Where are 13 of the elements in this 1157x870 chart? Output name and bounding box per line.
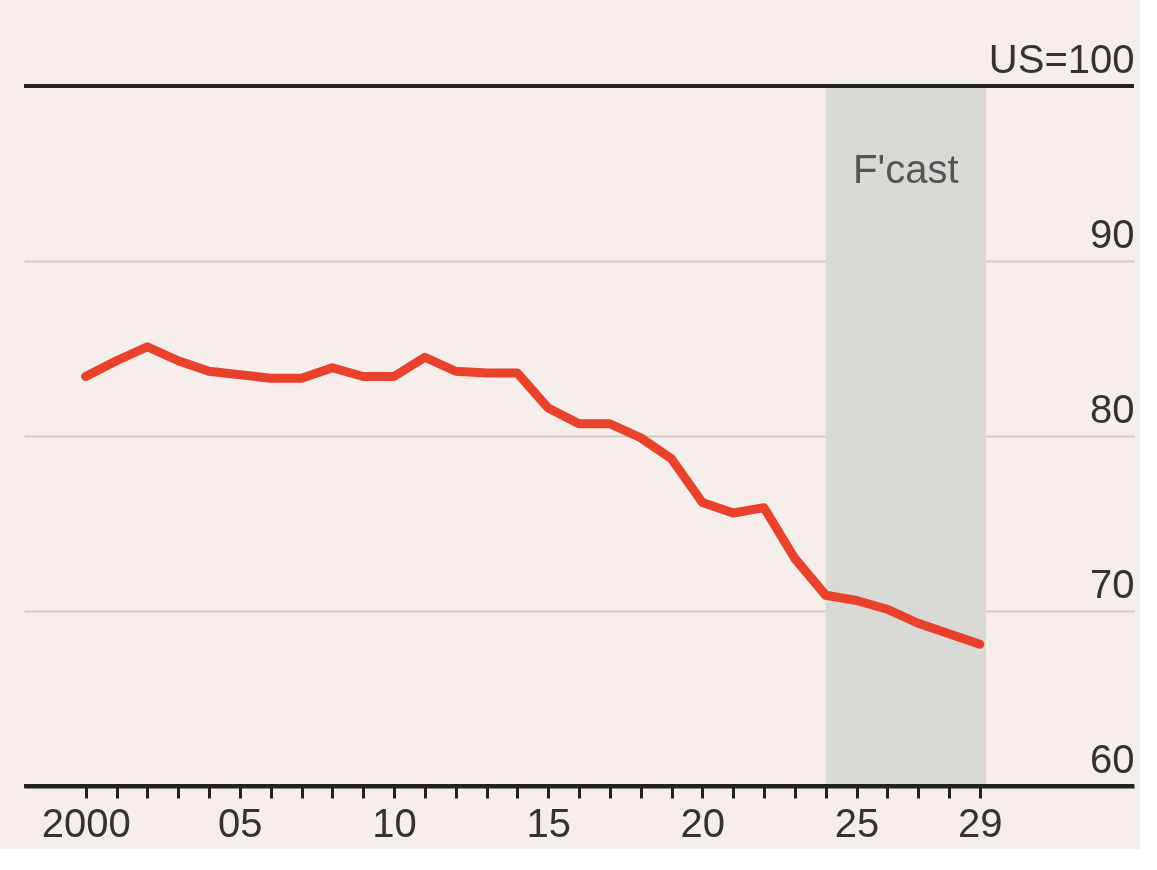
y-tick-label: 70 [1090, 561, 1135, 606]
y-tick-label: 60 [1090, 736, 1135, 781]
x-tick-label: 10 [372, 800, 417, 845]
x-tick-label: 20 [680, 800, 726, 845]
y-tick-label: 80 [1090, 386, 1135, 431]
x-tick-label: 29 [958, 800, 1003, 845]
x-tick-label: 2000 [41, 800, 131, 845]
band-label: F'cast [853, 147, 959, 191]
x-tick-label: 15 [526, 800, 571, 845]
y-tick-label: US=100 [988, 36, 1135, 81]
x-tick-label: 25 [834, 800, 880, 845]
y-tick-label: 90 [1090, 211, 1135, 256]
x-tick-label: 05 [218, 800, 263, 845]
